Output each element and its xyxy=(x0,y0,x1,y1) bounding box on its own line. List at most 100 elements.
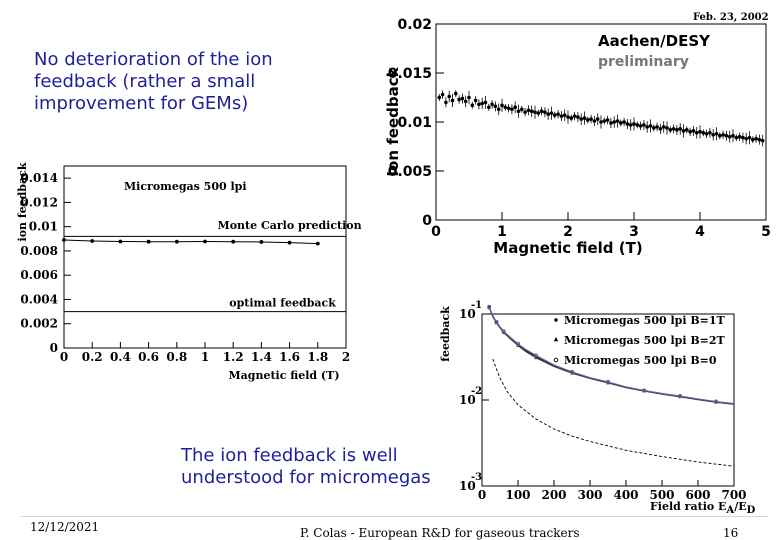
aachen-chart-subtitle: preliminary xyxy=(598,54,689,70)
aachen-data-point xyxy=(539,109,544,114)
aachen-data-point xyxy=(757,137,762,142)
micromegas-data-point xyxy=(259,240,264,244)
aachen-data-point xyxy=(612,120,616,124)
field-ratio-x-tick-label: 600 xyxy=(685,488,710,502)
aachen-data-point xyxy=(520,107,524,112)
aachen-data-point xyxy=(602,119,607,123)
aachen-data-point xyxy=(556,112,560,116)
aachen-data-point xyxy=(685,128,689,132)
aachen-data-point xyxy=(632,122,636,126)
aachen-x-axis-label: Magnetic field (T) xyxy=(493,239,642,257)
aachen-data-point xyxy=(665,126,669,130)
aachen-data-point xyxy=(450,98,455,103)
micromegas-y-tick-label: 0.002 xyxy=(20,317,58,331)
aachen-data-point xyxy=(440,92,445,97)
aachen-data-point xyxy=(473,98,478,103)
aachen-desy-feedback-chart: 0 1 2 3 4 5 0 0.005 0.01 0.015 0.02 Aachen/DESY prel… xyxy=(384,12,771,257)
monte-carlo-label: Monte Carlo prediction xyxy=(218,219,362,232)
aachen-data-point xyxy=(675,128,679,132)
top-note: No deterioration of the ion feedback (ra… xyxy=(34,49,273,114)
field-ratio-y-tick-base: 10 xyxy=(459,479,476,493)
b0-data-point xyxy=(487,304,492,309)
aachen-data-point xyxy=(454,91,458,96)
micromegas-x-axis-label: Magnetic field (T) xyxy=(228,369,339,382)
micromegas-chart-title: Micromegas 500 lpi xyxy=(124,180,247,193)
aachen-y-tick-label: 0 xyxy=(422,213,432,229)
aachen-data-point xyxy=(737,134,742,139)
aachen-data-point xyxy=(490,102,494,107)
micromegas-series-line xyxy=(63,239,318,245)
aachen-data-point xyxy=(589,117,593,121)
lower-trend-line xyxy=(492,358,735,467)
aachen-x-tick-label: 2 xyxy=(563,224,573,240)
field-ratio-y-tick-exponent: -1 xyxy=(471,300,482,311)
b0-data-point xyxy=(515,341,521,346)
aachen-data-point xyxy=(744,136,748,141)
micromegas-plot-frame xyxy=(63,165,347,349)
aachen-y-tick-label: 0.02 xyxy=(397,17,432,33)
micromegas-data-point xyxy=(287,240,292,245)
field-ratio-y-axis-label: feedback xyxy=(439,306,452,362)
field-ratio-y-tick-exponent: -3 xyxy=(471,472,482,483)
aachen-data-point xyxy=(754,136,758,141)
aachen-data-point xyxy=(576,115,580,119)
aachen-x-tick-label: 0 xyxy=(431,224,441,240)
b0-data-point xyxy=(641,388,647,393)
aachen-data-point xyxy=(460,96,465,101)
micromegas-y-tick-label: 0.014 xyxy=(20,171,58,185)
aachen-data-point xyxy=(546,112,550,116)
page-number: 16 xyxy=(723,526,739,540)
micromegas-y-tick-label: 0.006 xyxy=(20,268,58,282)
micromegas-x-tick-label: 0.6 xyxy=(138,350,159,364)
aachen-data-point xyxy=(718,133,722,138)
aachen-data-point xyxy=(467,95,471,100)
micromegas-x-tick-label: 2 xyxy=(342,350,350,364)
aachen-y-axis-label: Ion feedback xyxy=(384,66,402,176)
aachen-data-point xyxy=(642,123,646,127)
aachen-data-point xyxy=(506,106,511,111)
micromegas-data-point xyxy=(203,239,207,244)
aachen-data-point xyxy=(579,117,583,121)
aachen-data-point xyxy=(605,118,610,122)
micromegas-x-tick-label: 1.4 xyxy=(251,350,272,364)
aachen-data-point xyxy=(569,116,574,120)
field-ratio-y-tick-base: 10 xyxy=(459,393,476,407)
micromegas-x-tick-label: 1 xyxy=(201,350,209,364)
micromegas-data-point xyxy=(90,239,95,243)
field-ratio-x-tick-label: 100 xyxy=(505,488,530,502)
b2t-data-point xyxy=(570,371,574,375)
field-ratio-x-tick-label: 200 xyxy=(541,488,566,502)
aachen-data-point xyxy=(731,133,735,138)
legend-b2t-marker xyxy=(553,337,559,342)
aachen-y-tick-label: 0.005 xyxy=(388,164,432,180)
aachen-data-point xyxy=(549,111,554,115)
aachen-data-point xyxy=(582,116,587,120)
micromegas-y-axis-label: ion feedback xyxy=(16,162,29,241)
aachen-date-note: Feb. 23, 2002 xyxy=(693,12,769,23)
aachen-chart-title: Aachen/DESY xyxy=(598,32,711,50)
legend-b1t-marker xyxy=(554,318,558,322)
aachen-data-point xyxy=(698,130,702,134)
aachen-data-point xyxy=(638,124,643,128)
aachen-data-point xyxy=(516,109,521,114)
aachen-data-point xyxy=(747,135,752,140)
aachen-data-point xyxy=(625,122,630,126)
aachen-data-point xyxy=(724,133,729,138)
b0-data-point xyxy=(605,379,611,385)
aachen-data-point xyxy=(619,121,623,125)
aachen-data-point xyxy=(553,113,557,117)
aachen-data-point xyxy=(681,129,686,133)
micromegas-x-tick-label: 0.8 xyxy=(166,350,187,364)
aachen-data-point xyxy=(648,124,653,128)
aachen-y-tick-label: 0.015 xyxy=(388,66,432,82)
b0-data-point xyxy=(569,369,575,374)
aachen-data-point xyxy=(444,100,448,105)
aachen-data-point xyxy=(487,105,491,110)
micromegas-x-tick-label: 1.8 xyxy=(307,350,328,364)
micromegas-y-tick-label: 0.008 xyxy=(20,244,58,258)
field-ratio-x-axis-subscript-d: D xyxy=(747,505,756,516)
b0-data-point xyxy=(713,399,719,404)
micromegas-data-point xyxy=(146,239,151,244)
aachen-data-point xyxy=(599,120,603,124)
optimal-feedback-label: optimal feedback xyxy=(229,297,336,310)
